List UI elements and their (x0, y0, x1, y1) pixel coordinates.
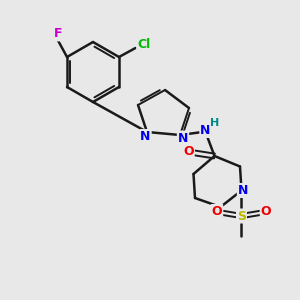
Text: O: O (212, 205, 222, 218)
Text: N: N (178, 131, 188, 145)
Text: S: S (237, 209, 246, 223)
Text: O: O (183, 145, 194, 158)
Text: F: F (54, 27, 62, 40)
Text: H: H (211, 118, 220, 128)
Text: O: O (261, 205, 272, 218)
Text: N: N (140, 130, 151, 143)
Text: Cl: Cl (137, 38, 151, 52)
Text: N: N (238, 184, 248, 197)
Text: N: N (200, 124, 211, 137)
